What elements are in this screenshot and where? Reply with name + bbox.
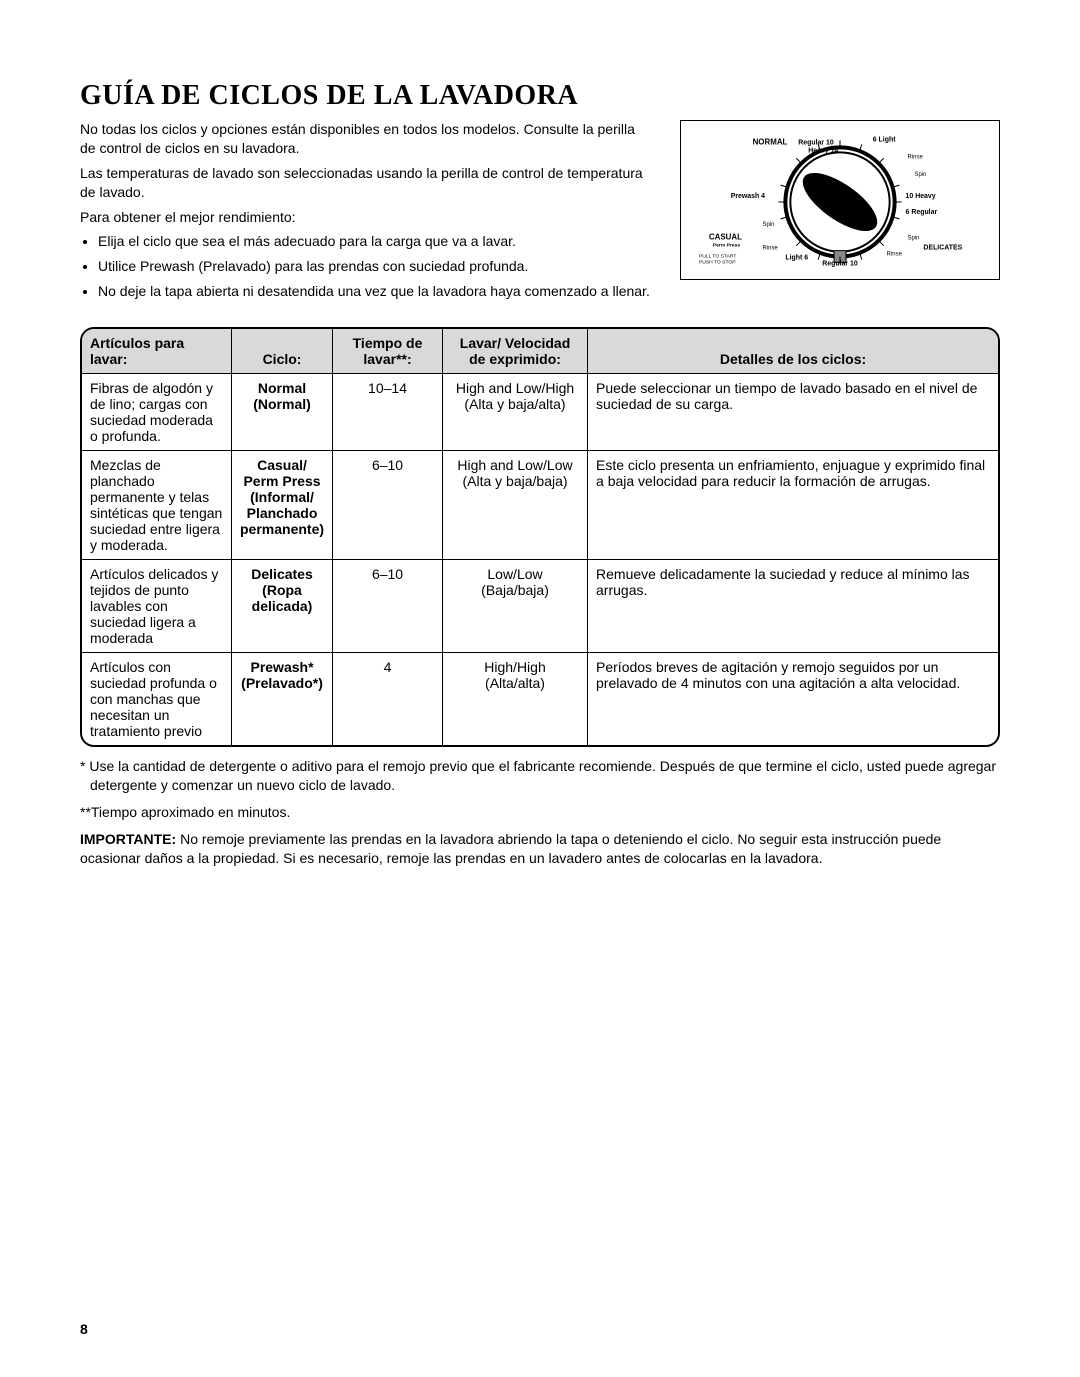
cell-time: 6–10: [333, 451, 443, 560]
svg-text:6 Regular: 6 Regular: [906, 209, 938, 216]
svg-text:Spin: Spin: [915, 172, 927, 178]
cell-cycle: Delicates(Ropa delicada): [232, 560, 333, 653]
cell-details: Períodos breves de agitación y remojo se…: [588, 653, 998, 745]
svg-text:Rinse: Rinse: [887, 252, 903, 258]
svg-text:Rinse: Rinse: [908, 154, 924, 160]
footnotes: * Use la cantidad de detergente o aditiv…: [80, 757, 1000, 867]
important-label: IMPORTANTE:: [80, 831, 176, 847]
intro-bullet: No deje la tapa abierta ni desatendida u…: [98, 282, 650, 301]
svg-text:6 Light: 6 Light: [873, 136, 896, 143]
svg-text:Light 6: Light 6: [785, 255, 808, 262]
th-speed: Lavar/ Velocidad de exprimido:: [443, 329, 588, 374]
svg-text:NORMAL: NORMAL: [753, 137, 788, 146]
cell-time: 10–14: [333, 374, 443, 451]
intro-p3: Para obtener el mejor rendimiento:: [80, 208, 650, 227]
important-note: IMPORTANTE: No remoje previamente las pr…: [80, 830, 1000, 868]
cell-speed: Low/Low(Baja/baja): [443, 560, 588, 653]
footnote-2: **Tiempo aproximado en minutos.: [80, 803, 1000, 822]
svg-text:10 Heavy: 10 Heavy: [906, 193, 936, 200]
cell-time: 4: [333, 653, 443, 745]
page-title: GUÍA DE CICLOS DE LA LAVADORA: [80, 80, 1000, 112]
cell-details: Este ciclo presenta un enfriamiento, enj…: [588, 451, 998, 560]
table-row: Artículos con suciedad profunda o con ma…: [82, 653, 998, 745]
svg-text:Perm Press: Perm Press: [713, 243, 741, 249]
cell-cycle: Prewash*(Prelavado*): [232, 653, 333, 745]
intro-p1: No todas los ciclos y opciones están dis…: [80, 120, 650, 158]
cycle-table: Artículos para lavar: Ciclo: Tiempo de l…: [80, 327, 1000, 747]
intro-bullet: Elija el ciclo que sea el más adecuado p…: [98, 232, 650, 251]
cell-time: 6–10: [333, 560, 443, 653]
th-items: Artículos para lavar:: [82, 329, 232, 374]
important-text: No remoje previamente las prendas en la …: [80, 831, 941, 866]
cell-speed: High/High(Alta/alta): [443, 653, 588, 745]
svg-text:Heavy 14: Heavy 14: [808, 147, 838, 154]
svg-text:CASUAL: CASUAL: [709, 233, 742, 242]
svg-text:Spin: Spin: [763, 222, 775, 228]
th-details: Detalles de los ciclos:: [588, 329, 998, 374]
svg-text:Prewash 4: Prewash 4: [731, 193, 765, 200]
th-time: Tiempo de lavar**:: [333, 329, 443, 374]
svg-text:PUSH TO STOP: PUSH TO STOP: [699, 260, 736, 266]
svg-text:Regular 10: Regular 10: [822, 261, 858, 268]
cell-speed: High and Low/Low(Alta y baja/baja): [443, 451, 588, 560]
cell-items: Fibras de algodón y de lino; cargas con …: [82, 374, 232, 451]
intro-p2: Las temperaturas de lavado son seleccion…: [80, 164, 650, 202]
svg-text:PULL TO START: PULL TO START: [699, 254, 736, 260]
cell-details: Puede seleccionar un tiempo de lavado ba…: [588, 374, 998, 451]
cell-cycle: Normal(Normal): [232, 374, 333, 451]
svg-text:DELICATES: DELICATES: [923, 245, 962, 252]
table-row: Artículos delicados y tejidos de punto l…: [82, 560, 998, 653]
table-row: Mezclas de planchado permanente y telas …: [82, 451, 998, 560]
intro-block: No todas los ciclos y opciones están dis…: [80, 120, 650, 307]
footnote-1: * Use la cantidad de detergente o aditiv…: [80, 757, 1000, 795]
intro-bullet: Utilice Prewash (Prelavado) para las pre…: [98, 257, 650, 276]
cell-items: Mezclas de planchado permanente y telas …: [82, 451, 232, 560]
svg-text:Regular 10: Regular 10: [798, 139, 834, 146]
cell-items: Artículos delicados y tejidos de punto l…: [82, 560, 232, 653]
th-cycle: Ciclo:: [232, 329, 333, 374]
table-row: Fibras de algodón y de lino; cargas con …: [82, 374, 998, 451]
page-number: 8: [80, 1321, 88, 1337]
cell-cycle: Casual/ Perm Press(Informal/ Planchado p…: [232, 451, 333, 560]
cell-items: Artículos con suciedad profunda o con ma…: [82, 653, 232, 745]
cell-speed: High and Low/High(Alta y baja/alta): [443, 374, 588, 451]
svg-text:Rinse: Rinse: [763, 246, 779, 252]
cycle-dial-diagram: NORMAL Regular 10 Heavy 14 6 Light Rinse…: [680, 120, 1000, 280]
svg-text:Spin: Spin: [908, 236, 920, 242]
cell-details: Remueve delicadamente la suciedad y redu…: [588, 560, 998, 653]
